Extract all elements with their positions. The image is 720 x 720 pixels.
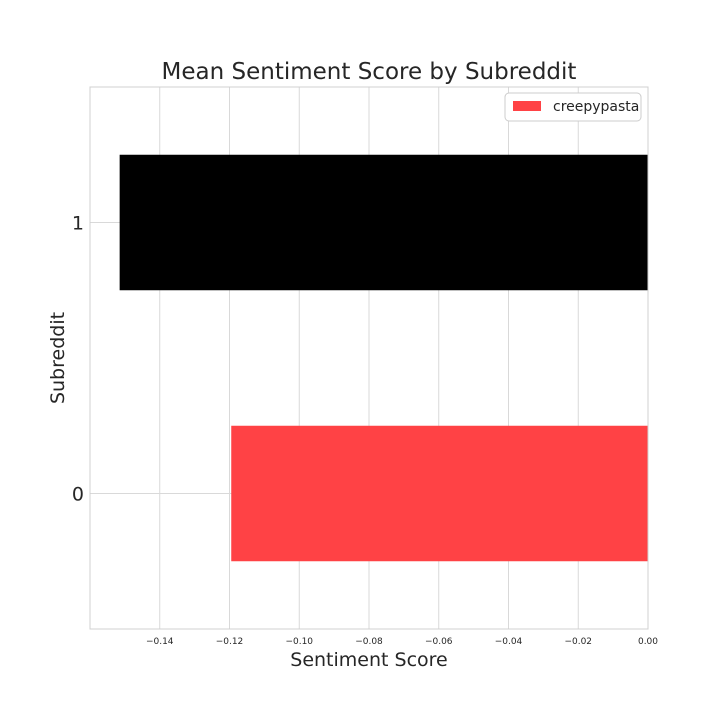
x-tick-label: −0.12	[216, 637, 244, 647]
x-tick-label: 0.00	[638, 637, 658, 647]
legend-label-creepypasta: creepypasta	[553, 99, 639, 115]
x-tick-label: −0.14	[146, 637, 174, 647]
bar-subreddit-0	[231, 425, 648, 562]
y-tick-label: 1	[72, 213, 84, 235]
legend-box	[504, 92, 642, 122]
bars	[119, 154, 649, 562]
plot-frame	[89, 86, 649, 630]
x-tick-label: −0.04	[495, 637, 523, 647]
legend-swatch-creepypasta	[513, 101, 541, 111]
chart-title: Mean Sentiment Score by Subreddit	[162, 59, 577, 85]
x-axis-label: Sentiment Score	[290, 649, 447, 671]
x-axis-ticks: −0.14 −0.12 −0.10 −0.08 −0.06 −0.04 −0.02 0.00	[146, 637, 658, 647]
x-tick-label: −0.02	[564, 637, 592, 647]
x-tick-label: −0.06	[425, 637, 453, 647]
y-tick-label: 0	[72, 484, 84, 506]
y-axis-ticks: 01	[72, 213, 84, 506]
x-tick-label: −0.08	[355, 637, 383, 647]
x-tick-label: −0.10	[285, 637, 313, 647]
y-axis-label: Subreddit	[47, 312, 69, 404]
legend: creepypasta	[504, 92, 642, 122]
bar-subreddit-1	[119, 154, 649, 291]
